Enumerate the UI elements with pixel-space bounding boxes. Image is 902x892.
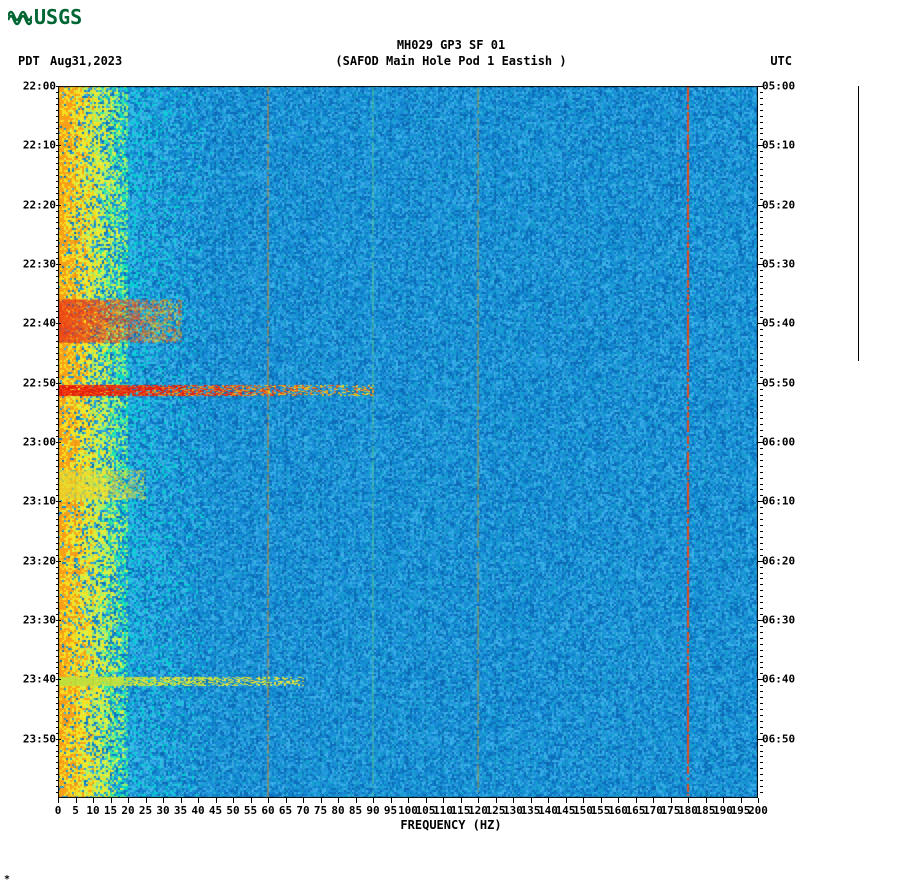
x-tick: 80 [331,804,344,817]
y-axis-left-ticks: 22:0022:1022:2022:3022:4022:5023:0023:10… [0,86,56,798]
y-tick-right: 05:00 [762,81,812,92]
y-tick-left: 23:50 [0,733,56,744]
right-timezone-label: UTC [770,54,792,68]
usgs-logo: USGS [8,5,82,29]
x-tick: 200 [748,804,768,817]
y-tick-right: 06:10 [762,496,812,507]
x-tick: 50 [226,804,239,817]
spectrogram-plot [58,86,758,798]
x-tick: 90 [366,804,379,817]
y-tick-left: 23:00 [0,437,56,448]
y-tick-left: 22:20 [0,199,56,210]
x-tick: 55 [244,804,257,817]
x-tick: 40 [191,804,204,817]
y-tick-left: 22:10 [0,140,56,151]
x-tick: 85 [349,804,362,817]
x-tick: 95 [384,804,397,817]
y-tick-right: 05:50 [762,377,812,388]
colorbar-line [858,86,859,361]
chart-title-2: (SAFOD Main Hole Pod 1 Eastish ) [0,54,902,68]
x-tick: 70 [296,804,309,817]
x-tick: 5 [72,804,79,817]
y-tick-right: 05:40 [762,318,812,329]
y-tick-left: 22:40 [0,318,56,329]
y-tick-right: 06:00 [762,437,812,448]
x-tick: 10 [86,804,99,817]
x-tick: 60 [261,804,274,817]
wave-icon [8,8,32,26]
y-axis-right-ticks: 05:0005:1005:2005:3005:4005:5006:0006:10… [762,86,812,798]
y-tick-left: 23:30 [0,615,56,626]
footer-mark: * [4,874,10,885]
y-tick-left: 23:10 [0,496,56,507]
x-tick: 30 [156,804,169,817]
y-tick-right: 06:50 [762,733,812,744]
y-tick-right: 05:30 [762,259,812,270]
y-tick-right: 06:40 [762,674,812,685]
left-timezone-label: PDT [18,54,40,68]
x-tick: 25 [139,804,152,817]
x-tick: 20 [121,804,134,817]
x-axis-label: FREQUENCY (HZ) [0,818,902,832]
spectrogram-canvas [58,86,758,798]
y-tick-right: 06:30 [762,615,812,626]
y-tick-left: 23:20 [0,555,56,566]
x-tick: 15 [104,804,117,817]
y-tick-right: 05:20 [762,199,812,210]
x-tick: 35 [174,804,187,817]
x-tick: 45 [209,804,222,817]
date-label: Aug31,2023 [50,54,122,68]
chart-title-1: MH029 GP3 SF 01 [0,38,902,52]
y-tick-left: 23:40 [0,674,56,685]
y-tick-left: 22:30 [0,259,56,270]
logo-text: USGS [34,5,82,29]
y-tick-left: 22:50 [0,377,56,388]
y-tick-right: 06:20 [762,555,812,566]
y-tick-left: 22:00 [0,81,56,92]
x-tick: 0 [55,804,62,817]
x-tick: 75 [314,804,327,817]
y-tick-right: 05:10 [762,140,812,151]
x-tick: 65 [279,804,292,817]
